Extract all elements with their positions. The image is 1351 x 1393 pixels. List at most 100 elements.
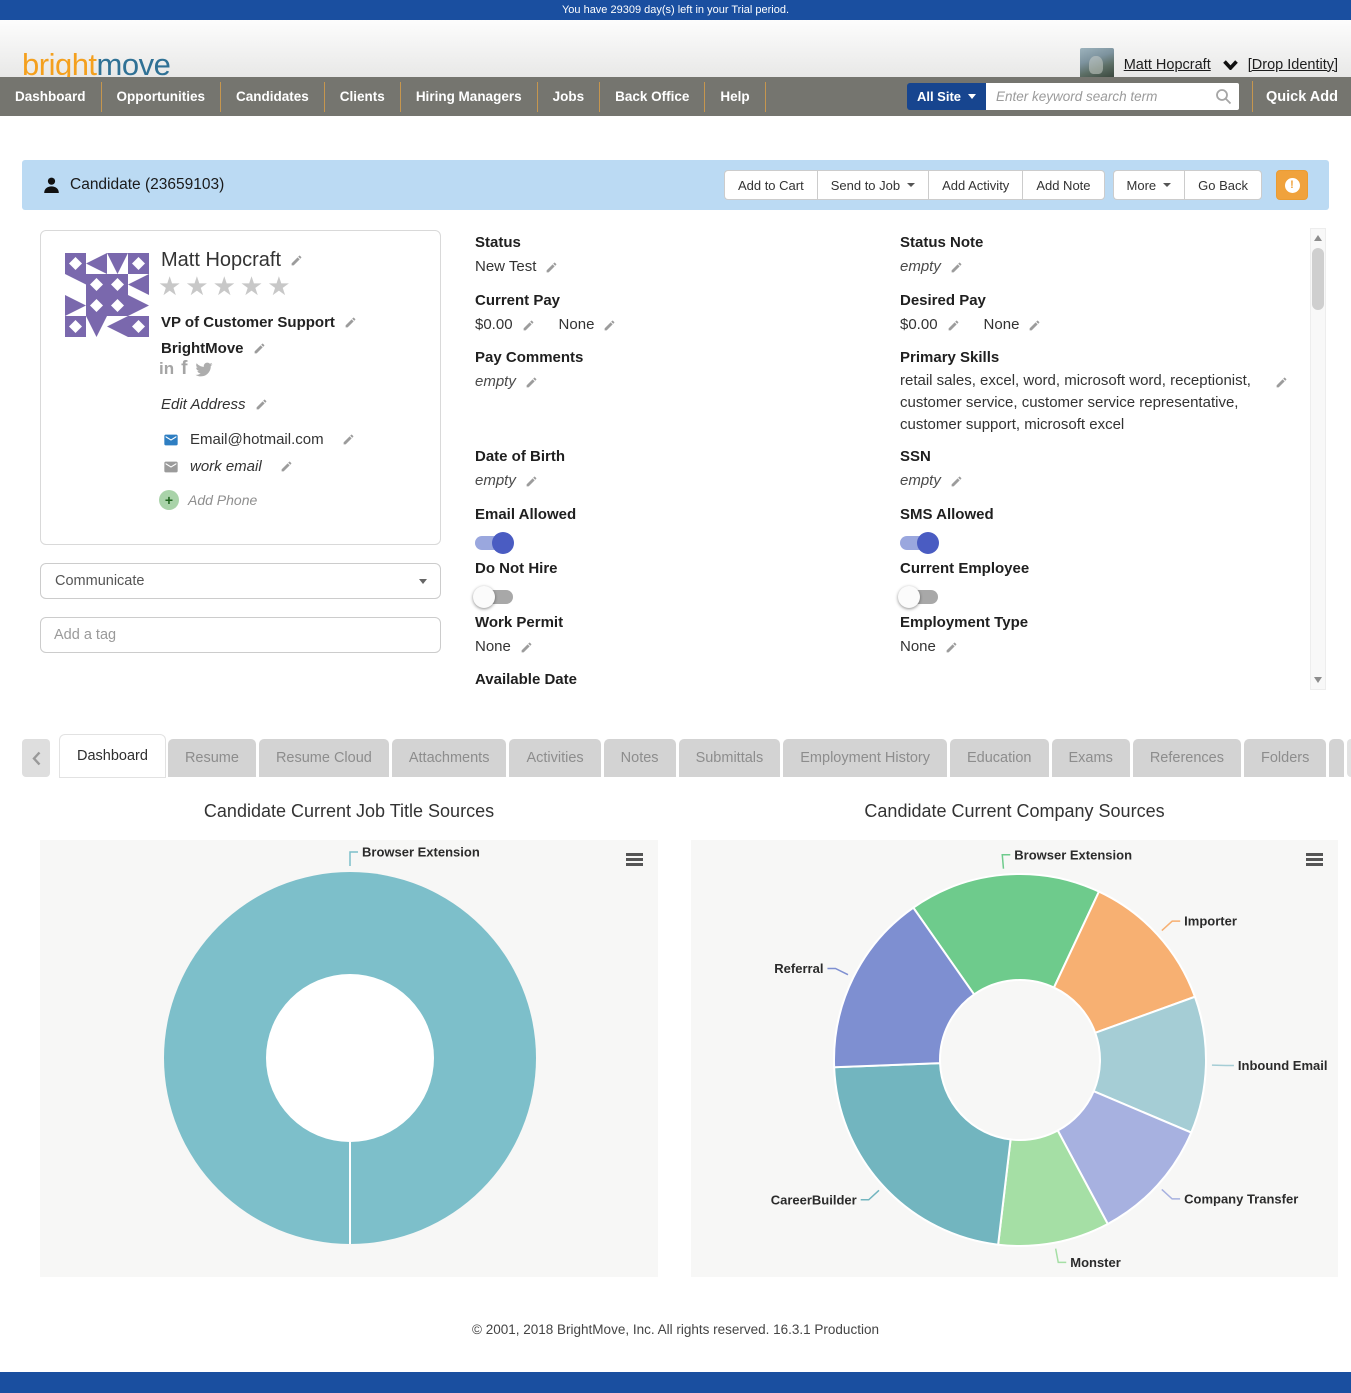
edit-pencil-icon[interactable] (280, 460, 293, 473)
details-scrollbar[interactable] (1310, 228, 1326, 690)
tabs-scroll-right-button[interactable] (1347, 739, 1351, 777)
svg-text:CareerBuilder: CareerBuilder (771, 1192, 857, 1207)
tab-partial[interactable] (1329, 739, 1345, 777)
svg-text:Referral: Referral (774, 961, 823, 976)
edit-pencil-icon[interactable] (525, 376, 538, 389)
field-ssn: SSN empty (900, 447, 1300, 493)
nav-separator (764, 81, 766, 112)
edit-pencil-icon[interactable] (290, 254, 303, 267)
scroll-down-arrow[interactable] (1311, 673, 1325, 687)
tab-resume[interactable]: Resume (167, 739, 256, 777)
nav-item-back-office[interactable]: Back Office (615, 89, 690, 104)
field-status-note: Status Note empty (900, 234, 984, 275)
nav-item-candidates[interactable]: Candidates (236, 89, 309, 104)
tab-attachments[interactable]: Attachments (391, 739, 507, 777)
add-phone-button[interactable]: + Add Phone (159, 490, 257, 510)
primary-email-row: Email@hotmail.com (161, 431, 355, 448)
more-button[interactable]: More (1112, 170, 1185, 200)
add-to-cart-button[interactable]: Add to Cart (723, 170, 817, 200)
edit-pencil-icon[interactable] (525, 475, 538, 488)
tab-folders[interactable]: Folders (1243, 739, 1327, 777)
scroll-up-arrow[interactable] (1311, 231, 1325, 245)
edit-pencil-icon[interactable] (342, 433, 355, 446)
chevron-down-icon (907, 183, 916, 187)
primary-skills-value: retail sales, excel, word, microsoft wor… (900, 372, 1251, 433)
drop-identity-link[interactable]: [Drop Identity] (1247, 56, 1338, 73)
tab-employment-history[interactable]: Employment History (783, 739, 947, 777)
send-to-job-button[interactable]: Send to Job (816, 170, 929, 200)
nav-item-jobs[interactable]: Jobs (552, 89, 585, 104)
add-activity-button[interactable]: Add Activity (928, 170, 1023, 200)
edit-pencil-icon[interactable] (950, 475, 963, 488)
search-scope-button[interactable]: All Site (906, 83, 987, 110)
search-input[interactable] (986, 83, 1240, 110)
linkedin-icon[interactable]: in (159, 359, 175, 378)
field-current-pay: Current Pay $0.00 None (475, 291, 875, 337)
rating-stars[interactable]: ★★★★★ (158, 271, 295, 301)
edit-pencil-icon[interactable] (950, 261, 963, 274)
tab-references[interactable]: References (1132, 739, 1241, 777)
edit-pencil-icon[interactable] (1028, 319, 1041, 332)
edit-pencil-icon[interactable] (255, 398, 268, 411)
field-employment-type: Employment Type None (900, 614, 1029, 655)
alert-button[interactable]: ! (1276, 170, 1308, 200)
field-sms-allowed: SMS Allowed (900, 505, 1300, 554)
edit-pencil-icon[interactable] (603, 319, 616, 332)
email-allowed-toggle[interactable] (475, 532, 517, 554)
edit-pencil-icon[interactable] (520, 641, 533, 654)
user-avatar[interactable] (1079, 48, 1114, 81)
exclamation-circle-icon: ! (1284, 177, 1300, 193)
edit-pencil-icon[interactable] (1275, 376, 1288, 389)
field-desired-pay: Desired Pay $0.00 None (900, 291, 1300, 337)
sms-allowed-toggle[interactable] (900, 532, 942, 554)
svg-text:Browser Extension: Browser Extension (1014, 847, 1132, 862)
user-name-link[interactable]: Matt Hopcraft (1123, 56, 1211, 73)
chevron-down-icon (1163, 183, 1172, 187)
tab-notes[interactable]: Notes (603, 739, 676, 777)
nav-item-hiring-managers[interactable]: Hiring Managers (415, 89, 522, 104)
quick-add-button[interactable]: Quick Add (1266, 88, 1338, 105)
current-employee-toggle[interactable] (898, 586, 942, 608)
search-icon[interactable] (1215, 88, 1232, 105)
edit-pencil-icon[interactable] (344, 316, 357, 329)
edit-pencil-icon[interactable] (253, 342, 266, 355)
tab-submittals[interactable]: Submittals (678, 739, 781, 777)
tab-education[interactable]: Education (950, 739, 1049, 777)
scrollbar-thumb[interactable] (1312, 248, 1324, 310)
nav-separator (399, 81, 401, 112)
nav-separator (100, 81, 102, 112)
edit-pencil-icon[interactable] (545, 261, 558, 274)
work-email-value[interactable]: work email (190, 458, 262, 475)
chart-menu-hamburger-icon[interactable] (626, 853, 643, 868)
add-note-button[interactable]: Add Note (1022, 170, 1105, 200)
edit-pencil-icon[interactable] (522, 319, 535, 332)
candidate-name: Matt Hopcraft (161, 249, 303, 272)
tab-resume-cloud[interactable]: Resume Cloud (258, 739, 389, 777)
nav-search-area: All Site Quick Add (906, 77, 1351, 116)
chevron-down-icon[interactable] (1222, 59, 1238, 70)
nav-separator (323, 81, 325, 112)
brightmove-logo: brightmove (22, 47, 171, 83)
twitter-icon[interactable] (194, 361, 214, 378)
facebook-icon[interactable]: f (181, 358, 188, 379)
tab-exams[interactable]: Exams (1051, 739, 1130, 777)
nav-item-opportunities[interactable]: Opportunities (116, 89, 206, 104)
edit-pencil-icon[interactable] (945, 641, 958, 654)
go-back-button[interactable]: Go Back (1184, 170, 1262, 200)
field-primary-skills: Primary Skills retail sales, excel, word… (900, 348, 1300, 436)
nav-item-clients[interactable]: Clients (339, 89, 385, 104)
edit-address-link[interactable]: Edit Address (161, 396, 246, 413)
nav-item-help[interactable]: Help (720, 89, 750, 104)
tab-activities[interactable]: Activities (509, 739, 601, 777)
primary-email-value[interactable]: Email@hotmail.com (190, 431, 324, 448)
tabs-scroll-left-button[interactable] (22, 739, 50, 777)
tab-dashboard[interactable]: Dashboard (60, 735, 165, 777)
chart-menu-hamburger-icon[interactable] (1306, 853, 1323, 868)
add-tag-input[interactable] (40, 617, 441, 653)
field-do-not-hire: Do Not Hire (473, 559, 875, 608)
candidate-identicon-avatar (65, 253, 149, 337)
do-not-hire-toggle[interactable] (473, 586, 517, 608)
communicate-select[interactable]: Communicate (40, 563, 441, 599)
nav-item-dashboard[interactable]: Dashboard (15, 89, 86, 104)
edit-pencil-icon[interactable] (947, 319, 960, 332)
